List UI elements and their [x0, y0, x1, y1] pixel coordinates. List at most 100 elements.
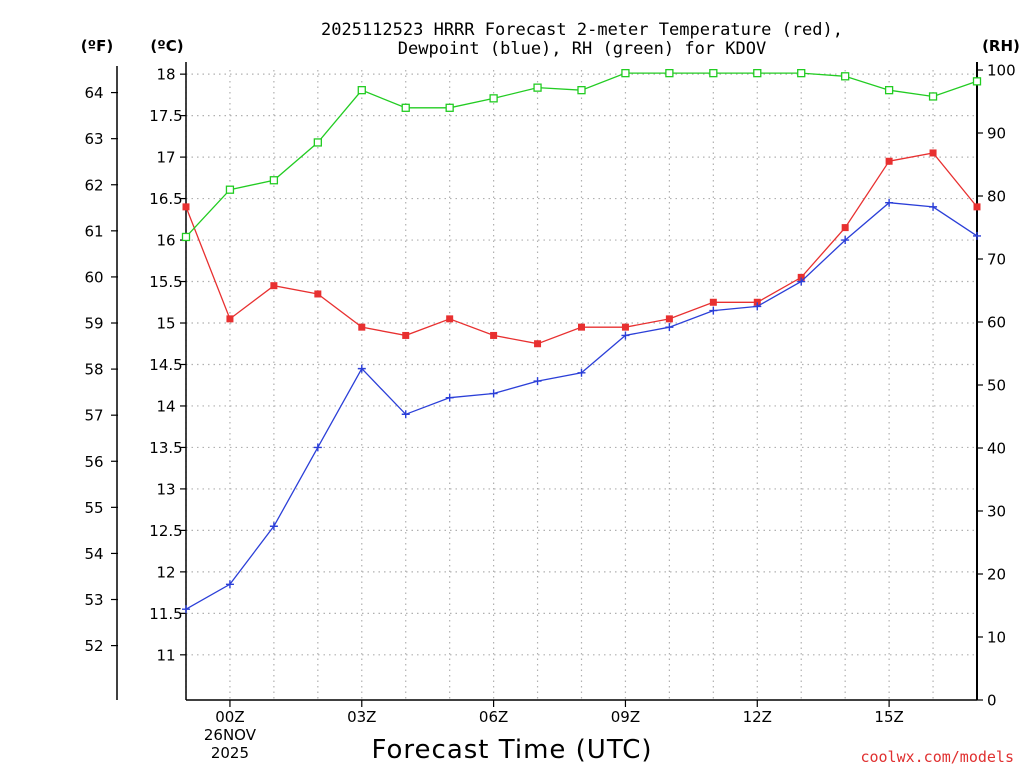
rh-tick-label: 90	[987, 125, 1006, 143]
rh-tick-label: 40	[987, 440, 1006, 458]
fahrenheit-tick-label: 52	[84, 637, 103, 655]
data-point-dewpoint	[269, 522, 278, 531]
data-point-temperature	[753, 298, 761, 306]
data-point-dewpoint	[225, 580, 234, 589]
time-tick-label: 15Z	[874, 708, 903, 726]
data-point-rh	[884, 86, 894, 95]
data-point-rh	[313, 138, 322, 147]
rh-tick-label: 60	[987, 314, 1006, 332]
celsius-tick-label: 17.5	[149, 107, 182, 125]
data-point-rh	[797, 69, 806, 78]
credit-link[interactable]: coolwx.com/models	[860, 748, 1014, 766]
data-point-temperature	[446, 315, 454, 323]
data-point-temperature	[709, 298, 717, 306]
data-point-dewpoint	[797, 277, 806, 286]
data-point-temperature	[841, 224, 849, 232]
fahrenheit-tick-label: 53	[84, 591, 103, 609]
celsius-tick-label: 15.5	[149, 273, 182, 291]
rh-tick-label: 30	[987, 503, 1006, 521]
data-point-dewpoint	[357, 364, 366, 373]
fahrenheit-tick-label: 58	[84, 361, 103, 379]
time-tick-label: 06Z	[479, 708, 508, 726]
data-point-dewpoint	[489, 389, 498, 398]
chart-title: 2025112523 HRRR Forecast 2-meter Tempera…	[321, 20, 843, 59]
data-point-rh	[928, 92, 938, 101]
fahrenheit-tick-label: 61	[84, 222, 103, 240]
data-point-dewpoint	[929, 202, 938, 211]
celsius-tick-label: 13.5	[149, 439, 182, 457]
fahrenheit-tick-label: 59	[84, 315, 103, 333]
grid-lines	[185, 70, 978, 700]
fahrenheit-tick-label: 62	[84, 176, 103, 194]
celsius-tick-label: 13	[156, 480, 175, 498]
celsius-tick-label: 18	[156, 66, 175, 84]
data-series	[181, 69, 982, 614]
data-point-temperature	[665, 315, 673, 323]
data-point-rh	[357, 86, 366, 95]
axis-ticks: 11 11.5 12 12.5 13 13.5 14 14.5 15 15.5 16 16.5 17 17…	[84, 62, 1015, 763]
fahrenheit-tick-label: 64	[84, 84, 103, 102]
time-tick-label: 12Z	[743, 708, 772, 726]
rh-tick-label: 100	[987, 62, 1016, 80]
data-point-rh	[841, 72, 850, 81]
data-point-temperature	[270, 282, 278, 290]
data-point-rh	[445, 103, 454, 112]
data-point-dewpoint	[753, 302, 762, 311]
series-dewpoint	[182, 198, 981, 614]
data-point-temperature	[490, 331, 498, 339]
data-point-dewpoint	[621, 331, 630, 340]
celsius-tick-label: 11.5	[149, 605, 182, 623]
data-point-temperature	[797, 273, 805, 281]
time-tick-label: 26NOV	[204, 726, 257, 744]
data-point-temperature	[314, 290, 322, 298]
x-axis-label: Forecast Time (UTC)	[371, 735, 652, 765]
data-point-rh	[577, 86, 586, 95]
data-point-dewpoint	[665, 323, 674, 332]
data-point-dewpoint	[841, 236, 850, 245]
data-point-temperature	[358, 323, 366, 331]
rh-tick-label: 70	[987, 251, 1006, 269]
fahrenheit-unit-label: (ºF)	[81, 37, 113, 55]
data-point-dewpoint	[313, 443, 322, 452]
data-point-dewpoint	[401, 410, 410, 419]
data-point-rh	[489, 94, 498, 103]
celsius-tick-label: 14.5	[149, 356, 182, 374]
data-point-dewpoint	[533, 377, 542, 386]
celsius-tick-label: 16	[156, 232, 175, 250]
rh-unit-label: (RH)	[982, 37, 1020, 55]
fahrenheit-tick-label: 60	[84, 268, 103, 286]
rh-tick-label: 0	[987, 692, 997, 710]
fahrenheit-tick-label: 56	[84, 453, 103, 471]
series-line-temperature	[185, 152, 978, 345]
time-tick-label: 09Z	[611, 708, 640, 726]
data-point-temperature	[402, 331, 410, 339]
data-point-temperature	[885, 157, 893, 165]
rh-tick-label: 50	[987, 377, 1006, 395]
data-point-temperature	[226, 315, 234, 323]
rh-tick-label: 10	[987, 629, 1006, 647]
celsius-tick-label: 11	[156, 646, 175, 664]
data-point-rh	[665, 69, 674, 78]
celsius-tick-label: 17	[156, 149, 175, 167]
data-point-rh	[181, 232, 191, 242]
data-point-temperature	[973, 203, 981, 211]
fahrenheit-tick-label: 55	[84, 499, 103, 517]
rh-tick-label: 80	[987, 188, 1006, 206]
data-point-temperature	[182, 203, 190, 211]
data-point-temperature	[534, 340, 542, 348]
data-point-rh	[753, 69, 762, 78]
chart-title-line-1: 2025112523 HRRR Forecast 2-meter Tempera…	[321, 20, 843, 40]
data-point-rh	[972, 77, 982, 86]
data-point-rh	[401, 103, 410, 112]
rh-tick-label: 20	[987, 566, 1006, 584]
axes	[116, 62, 978, 701]
series-rh	[181, 69, 982, 242]
data-point-dewpoint	[709, 306, 718, 315]
fahrenheit-tick-label: 57	[84, 407, 103, 425]
celsius-unit-label: (ºC)	[150, 37, 183, 55]
data-point-dewpoint	[885, 198, 894, 207]
time-tick-label: 2025	[211, 744, 249, 762]
data-point-dewpoint	[577, 368, 586, 377]
data-point-dewpoint	[445, 393, 454, 402]
time-tick-label: 03Z	[347, 708, 376, 726]
